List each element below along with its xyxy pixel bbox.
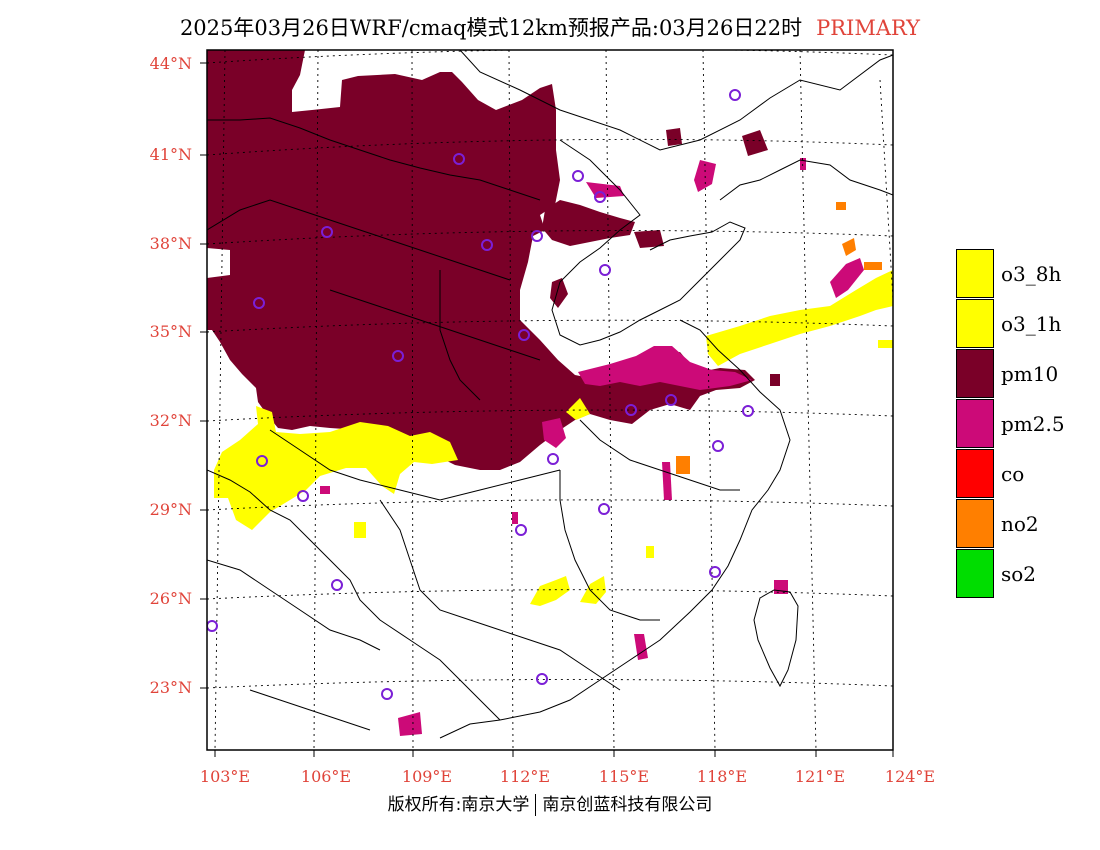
title-main: 2025年03月26日WRF/cmaq模式12km预报产品:03月26日22时 [179,16,803,40]
o3-patch-jiangxi1 [530,576,570,606]
pm25-region-anhui [578,346,752,390]
o3-region-sichuan [214,406,458,530]
lat-label-41: 41°N [150,145,192,164]
lat-label-35: 35°N [150,322,192,341]
legend-item-pm25: pm2.5 [956,399,1100,449]
legend-label: no2 [1001,512,1039,536]
title-tag: PRIMARY [816,16,921,40]
pm10-patch-east [770,374,780,386]
pm10-patch-north [542,200,635,246]
pm25-patch-sw [320,486,330,494]
o3-patch-jiangxi2 [580,576,606,604]
o3-patch-coast2 [878,340,893,348]
o3-region-east [706,270,893,366]
lon-labels: 103°E 106°E 109°E 112°E 115°E 118°E 121°… [200,767,935,786]
legend-swatch [956,549,994,598]
legend-label: co [1001,462,1025,486]
lat-label-29: 29°N [150,500,192,519]
no2-patch-jiangxi [676,456,690,474]
legend-swatch [956,249,994,298]
legend-swatch [956,349,994,398]
lon-label-121: 121°E [795,767,845,786]
legend-item-o3-1h: o3_1h [956,299,1100,349]
pm25-patch-coast [830,258,864,298]
copyright-left: 版权所有:南京大学 [387,795,530,815]
pm10-patch-bohai [634,230,664,248]
lat-label-32: 32°N [150,411,192,430]
legend-item-no2: no2 [956,499,1100,549]
station-markers [207,89,754,700]
legend-label: pm10 [1001,362,1059,386]
lon-label-124: 124°E [885,767,935,786]
lon-label-103: 103°E [200,767,250,786]
lat-ticks [200,62,207,689]
lon-label-115: 115°E [599,767,649,786]
clear-area-gansu [207,248,230,278]
lat-label-44: 44°N [150,54,192,73]
legend-item-pm10: pm10 [956,349,1100,399]
lat-label-38: 38°N [150,234,192,253]
pm10-region [207,50,755,470]
legend-swatch [956,299,994,348]
pm10-patch-ne [742,130,768,156]
map-title: 2025年03月26日WRF/cmaq模式12km预报产品:03月26日22时 P… [0,12,1100,42]
o3-patch-chongqing [354,522,366,538]
copyright-line: 版权所有:南京大学 南京创蓝科技有限公司 [0,790,1100,816]
no2-patch-coast2 [836,202,846,210]
legend-swatch [956,449,994,498]
o3-patch-small [646,546,654,558]
pm25-patch-south [398,712,422,736]
pm25-patch-guangdong [634,634,648,660]
lat-label-26: 26°N [150,589,192,608]
legend-item-o3-8h: o3_8h [956,249,1100,299]
lat-labels: 44°N 41°N 38°N 35°N 32°N 29°N 26°N 23°N [150,54,192,697]
pm25-patch-hubei [542,418,566,448]
o3-patch-hubei [566,398,590,420]
graticule [207,50,893,750]
legend-swatch [956,399,994,448]
lat-label-23: 23°N [150,678,192,697]
lon-ticks [214,750,894,757]
pm10-patch-ne2 [666,128,682,146]
legend-item-so2: so2 [956,549,1100,599]
legend-label: so2 [1001,562,1037,586]
no2-patch-coast [842,238,856,256]
legend-label: o3_1h [1001,312,1062,336]
map-border [206,49,894,751]
copyright-right: 南京创蓝科技有限公司 [542,795,713,815]
lon-label-118: 118°E [697,767,747,786]
legend-label: o3_8h [1001,262,1062,286]
pm25-patch-hunan [512,512,518,524]
copyright-separator [535,794,537,816]
legend-swatch [956,499,994,548]
lon-label-112: 112°E [500,767,550,786]
legend-item-co: co [956,449,1100,499]
no2-patch-coast3 [864,262,882,270]
lon-label-106: 106°E [301,767,351,786]
lon-label-109: 109°E [402,767,452,786]
legend-label: pm2.5 [1001,412,1065,436]
